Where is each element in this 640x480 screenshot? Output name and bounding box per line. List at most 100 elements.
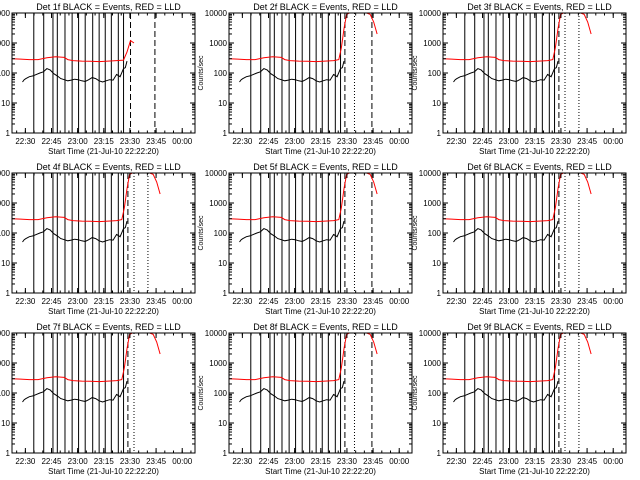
y-axis-label: Counts/sec [198, 55, 205, 91]
y-tick-label: 100 [428, 69, 442, 78]
plot-area [229, 13, 378, 133]
y-tick-label: 10000 [0, 9, 11, 18]
y-tick-label: 10000 [205, 9, 228, 18]
y-tick-label: 1 [437, 129, 442, 138]
y-tick-label: 10000 [205, 329, 228, 338]
x-tick-label: 23:30 [120, 297, 141, 306]
x-tick-label: 23:00 [285, 297, 306, 306]
panel-det-2: Det 2f BLACK = Events, RED = LLD 1 10 100 10… [198, 2, 413, 156]
y-tick-label: 10 [1, 259, 10, 268]
y-tick-label: 1 [437, 289, 442, 298]
y-tick-label: 10 [432, 259, 441, 268]
x-axis-label: Start Time (21-Jul-10 22:22:20) [48, 307, 159, 316]
events-series-line [453, 380, 559, 403]
x-tick-label: 00:00 [603, 297, 624, 306]
x-tick-label: 22:30 [15, 297, 36, 306]
x-tick-label: 23:30 [120, 457, 141, 466]
x-tick-label: 00:00 [172, 457, 193, 466]
x-axis-label: Start Time (21-Jul-10 22:22:20) [265, 467, 376, 476]
lld-series-line [229, 173, 378, 223]
plot-area [443, 173, 592, 293]
x-tick-label: 23:00 [499, 297, 520, 306]
x-tick-label: 22:45 [41, 297, 62, 306]
y-tick-label: 1000 [209, 359, 227, 368]
x-tick-label: 22:30 [232, 137, 253, 146]
panel-title: Det 2f BLACK = Events, RED = LLD [253, 2, 398, 12]
panel-det-7: Det 7f BLACK = Events, RED = LLD 1 10 100 10… [0, 322, 196, 476]
x-tick-label: 23:45 [577, 457, 598, 466]
panel-title: Det 1f BLACK = Events, RED = LLD [36, 2, 181, 12]
x-tick-label: 23:00 [499, 137, 520, 146]
y-tick-label: 1000 [209, 199, 227, 208]
x-tick-label: 23:00 [68, 297, 89, 306]
lld-series-line [12, 333, 161, 383]
x-tick-label: 23:15 [525, 457, 546, 466]
lld-series-line [229, 13, 378, 63]
plot-area [12, 13, 156, 133]
panel-det-6: Det 6f BLACK = Events, RED = LLD 1 10 100 10… [412, 162, 627, 316]
lld-series-line [12, 39, 135, 63]
x-tick-label: 23:45 [363, 297, 384, 306]
y-tick-label: 10 [432, 419, 441, 428]
y-tick-label: 10 [1, 419, 10, 428]
events-series-line [453, 220, 559, 243]
y-tick-label: 1 [223, 289, 228, 298]
y-tick-label: 10 [432, 99, 441, 108]
plot-area [443, 13, 592, 133]
x-tick-label: 23:30 [120, 137, 141, 146]
x-tick-label: 22:30 [446, 457, 467, 466]
x-tick-label: 23:30 [337, 137, 358, 146]
plot-area [229, 333, 378, 453]
panel-det-5: Det 5f BLACK = Events, RED = LLD 1 10 100 10… [198, 162, 413, 316]
y-tick-label: 10 [218, 259, 227, 268]
x-tick-label: 22:30 [232, 297, 253, 306]
events-series-line [239, 220, 345, 243]
y-tick-label: 10 [218, 419, 227, 428]
x-tick-label: 22:45 [472, 297, 493, 306]
y-axis-label: Counts/sec [412, 215, 419, 251]
y-tick-label: 10000 [0, 169, 11, 178]
y-tick-label: 1000 [0, 199, 11, 208]
x-tick-label: 22:45 [472, 137, 493, 146]
x-tick-label: 00:00 [172, 297, 193, 306]
x-axis-label: Start Time (21-Jul-10 22:22:20) [265, 147, 376, 156]
panel-title: Det 9f BLACK = Events, RED = LLD [467, 322, 612, 332]
panel-title: Det 7f BLACK = Events, RED = LLD [36, 322, 181, 332]
x-tick-label: 00:00 [603, 457, 624, 466]
y-tick-label: 1000 [0, 39, 11, 48]
y-tick-label: 100 [214, 229, 228, 238]
y-tick-label: 10000 [205, 169, 228, 178]
x-tick-label: 23:45 [146, 297, 167, 306]
x-tick-label: 22:30 [446, 297, 467, 306]
x-tick-label: 22:45 [258, 457, 279, 466]
lld-series-line [12, 173, 161, 223]
y-tick-label: 10000 [419, 329, 442, 338]
x-tick-label: 23:45 [146, 137, 167, 146]
y-tick-label: 100 [214, 389, 228, 398]
x-tick-label: 00:00 [172, 137, 193, 146]
x-tick-label: 23:30 [551, 297, 572, 306]
events-series-line [453, 60, 559, 83]
x-tick-label: 23:15 [525, 297, 546, 306]
x-tick-label: 22:45 [41, 137, 62, 146]
y-tick-label: 10 [1, 99, 10, 108]
panel-det-9: Det 9f BLACK = Events, RED = LLD 1 10 100 10… [412, 322, 627, 476]
panel-det-3: Det 3f BLACK = Events, RED = LLD 1 10 100 10… [412, 2, 627, 156]
x-axis-label: Start Time (21-Jul-10 22:22:20) [479, 147, 590, 156]
y-tick-label: 1000 [423, 359, 441, 368]
y-tick-label: 1 [223, 449, 228, 458]
x-tick-label: 22:45 [41, 457, 62, 466]
y-tick-label: 1 [437, 449, 442, 458]
x-tick-label: 23:00 [499, 457, 520, 466]
events-series-line [22, 380, 128, 403]
x-tick-label: 23:15 [311, 457, 332, 466]
events-series-line [22, 60, 128, 83]
y-tick-label: 100 [428, 389, 442, 398]
x-tick-label: 23:30 [551, 457, 572, 466]
x-tick-label: 23:30 [337, 457, 358, 466]
panel-title: Det 6f BLACK = Events, RED = LLD [467, 162, 612, 172]
y-tick-label: 100 [214, 69, 228, 78]
x-tick-label: 22:30 [15, 457, 36, 466]
x-tick-label: 23:45 [146, 457, 167, 466]
panel-title: Det 8f BLACK = Events, RED = LLD [253, 322, 398, 332]
